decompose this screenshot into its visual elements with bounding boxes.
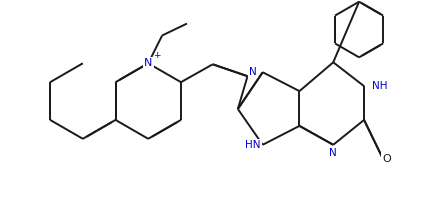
Text: N: N [144,58,152,68]
Text: HN: HN [245,140,260,150]
Text: +: + [153,51,161,60]
Text: N: N [249,67,257,77]
Text: NH: NH [372,81,388,91]
Text: N: N [329,148,337,158]
Text: O: O [382,154,391,164]
